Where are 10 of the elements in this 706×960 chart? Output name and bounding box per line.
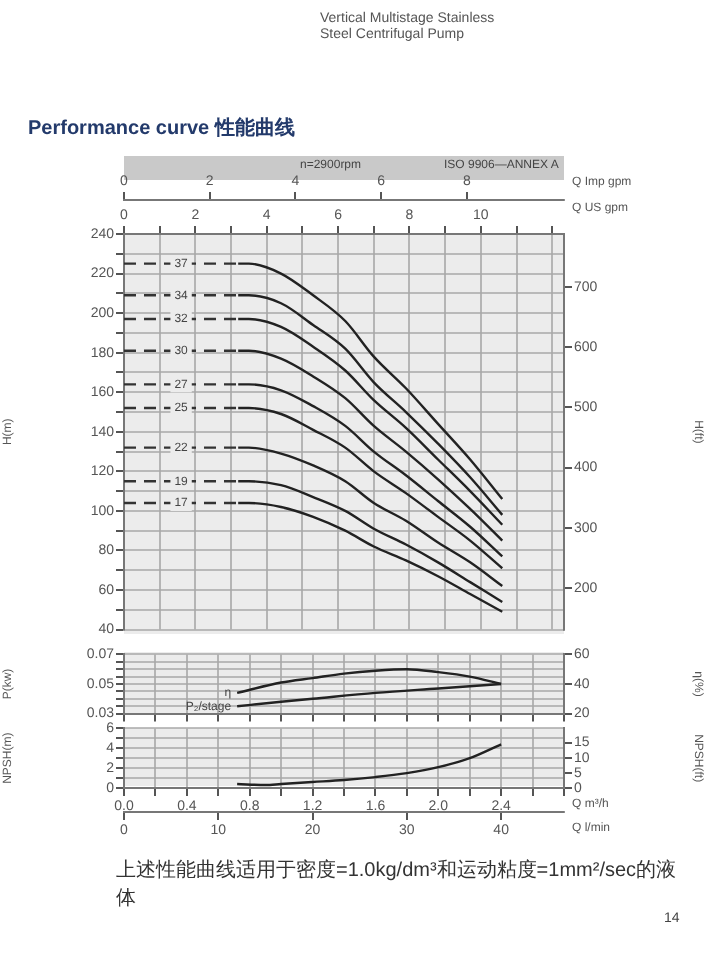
- line-series: [235, 743, 503, 787]
- line-series: [236, 383, 504, 558]
- text: 上述性能曲线适用于密度=1.0kg/dm³和运动粘度=1mm²/sec的液体: [116, 857, 679, 912]
- line-series: [236, 501, 504, 613]
- line-series: [236, 349, 504, 542]
- line-series: [236, 446, 504, 588]
- line-series: [236, 406, 504, 570]
- line-series: [236, 262, 504, 501]
- chart-title: Performance curve 性能曲线: [28, 115, 295, 142]
- line-series: [236, 480, 504, 604]
